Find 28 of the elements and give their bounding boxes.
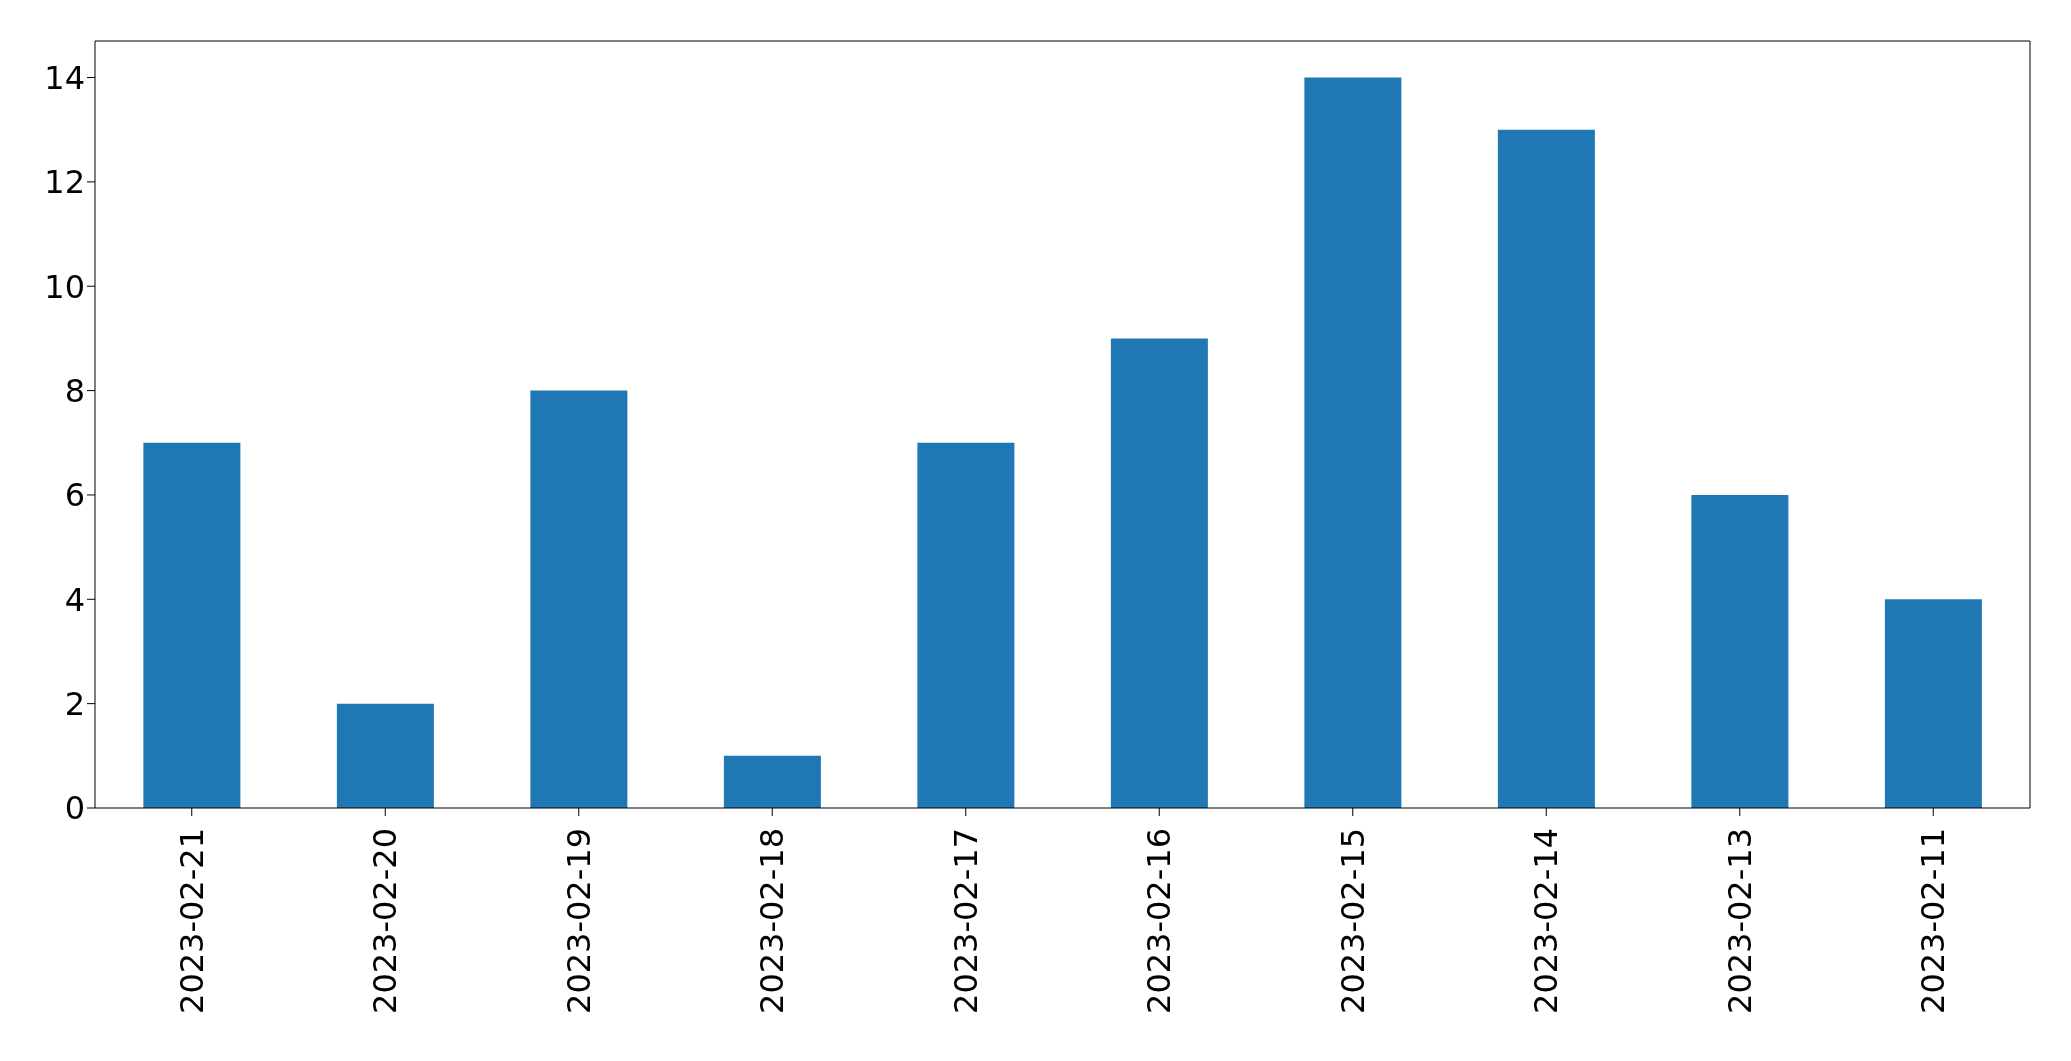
bar	[336, 703, 434, 808]
x-tick-label: 2023-02-19	[559, 828, 598, 1014]
x-tick-label: 2023-02-16	[1140, 828, 1179, 1014]
x-tick-label: 2023-02-14	[1527, 828, 1566, 1014]
bar	[917, 442, 1015, 808]
x-tick-label: 2023-02-17	[946, 828, 985, 1014]
y-tick-label: 8	[64, 371, 85, 410]
x-tick-label: 2023-02-20	[366, 828, 405, 1014]
bar	[530, 390, 628, 808]
x-tick-label: 2023-02-15	[1333, 828, 1372, 1014]
bar	[1304, 77, 1402, 808]
bar	[1691, 494, 1789, 808]
x-tick-label: 2023-02-21	[172, 828, 211, 1014]
x-tick-label: 2023-02-11	[1914, 828, 1953, 1014]
bar	[1884, 599, 1982, 808]
bar	[723, 755, 821, 808]
y-tick-label: 4	[64, 580, 85, 619]
y-tick-label: 2	[64, 685, 85, 724]
x-tick-label: 2023-02-13	[1720, 828, 1759, 1014]
bar	[1497, 129, 1595, 808]
y-tick-label: 10	[44, 267, 85, 306]
y-tick-label: 14	[44, 58, 85, 97]
bar	[1110, 338, 1208, 808]
y-tick-label: 12	[44, 163, 85, 202]
bar	[143, 442, 241, 808]
x-tick-label: 2023-02-18	[753, 828, 792, 1014]
y-tick-label: 0	[64, 789, 85, 828]
y-tick-label: 6	[64, 476, 85, 515]
